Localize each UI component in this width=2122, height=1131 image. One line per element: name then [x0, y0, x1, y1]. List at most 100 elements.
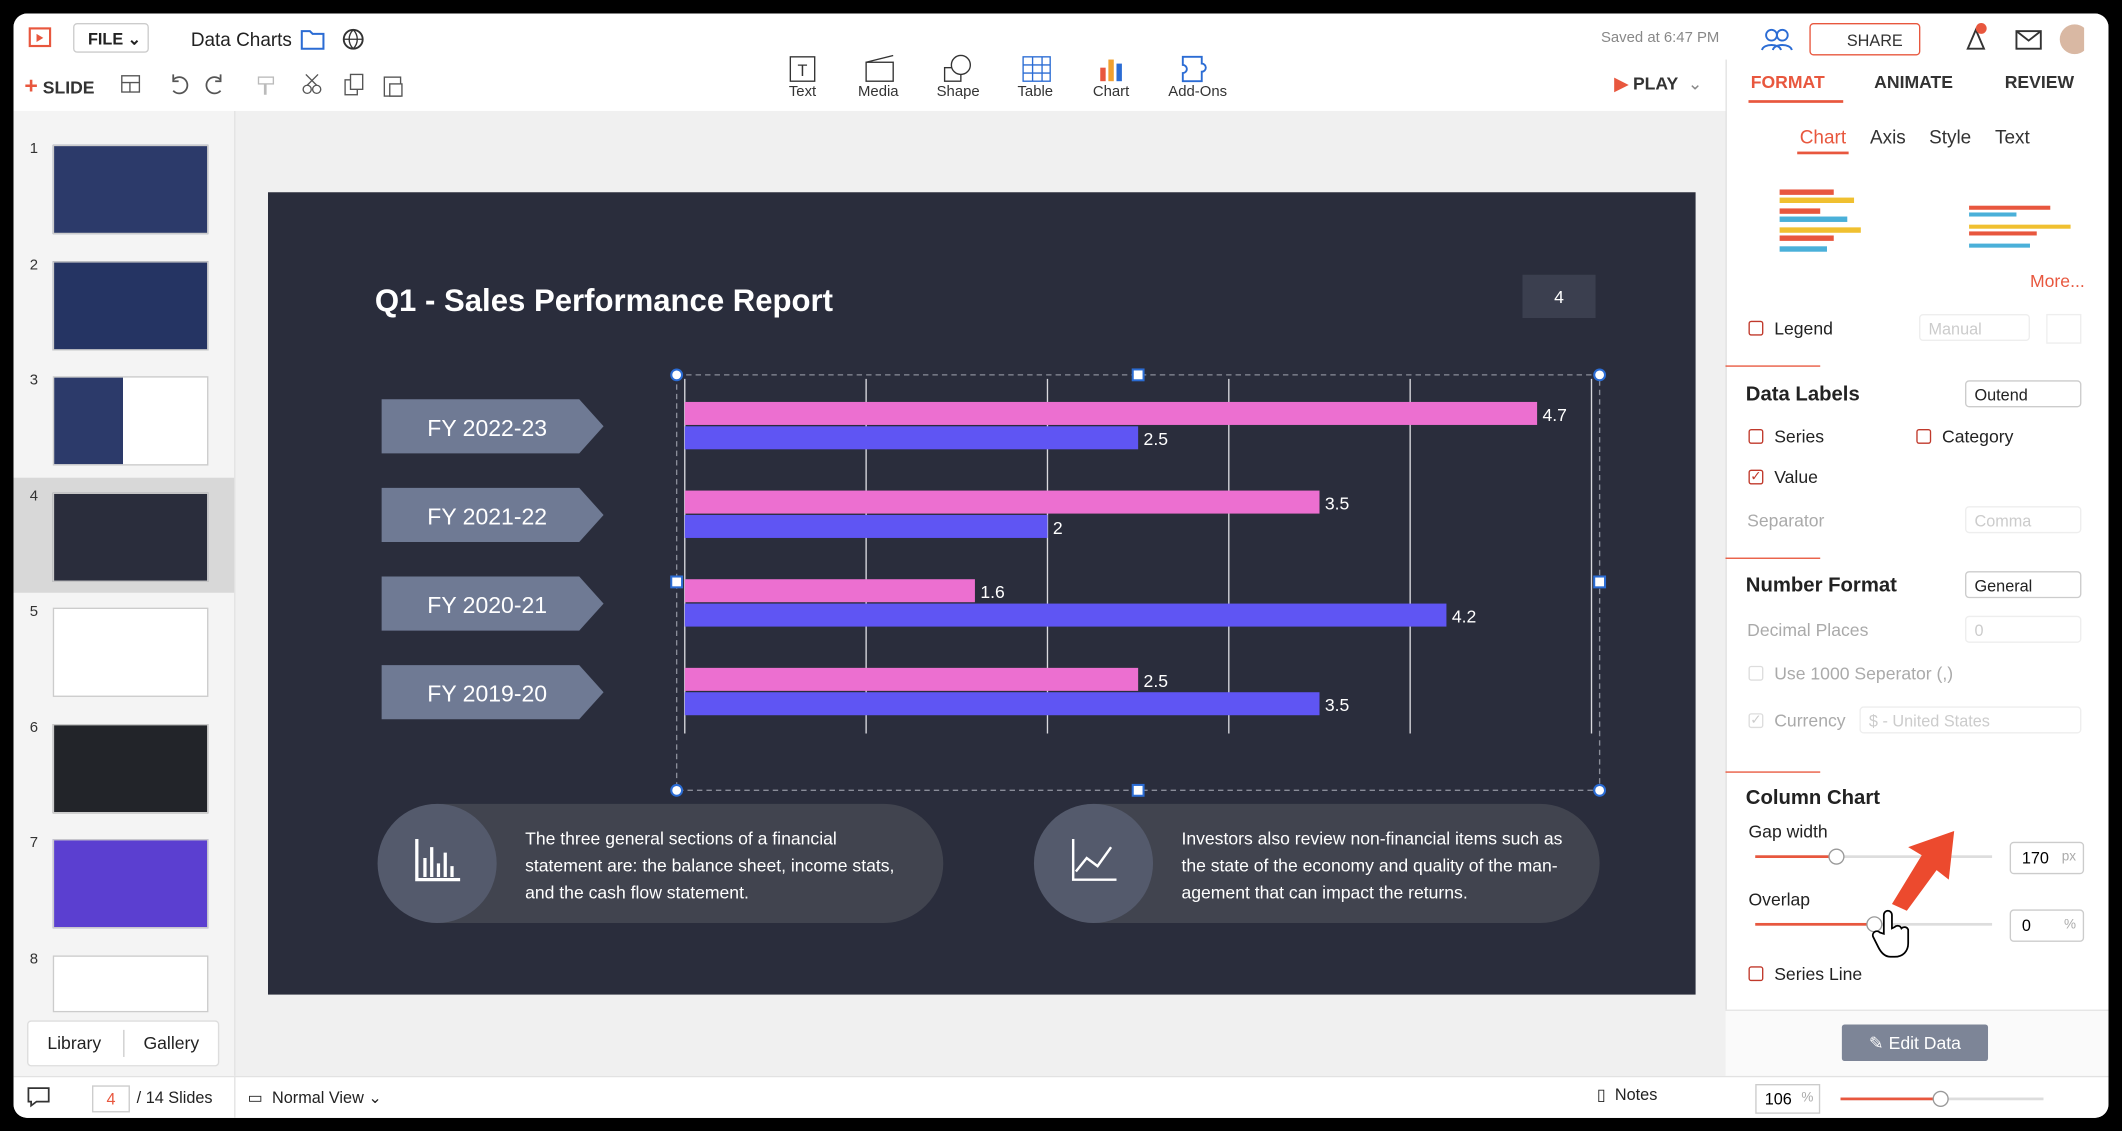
- separator-select: Comma: [1965, 506, 2082, 534]
- chat-icon[interactable]: [26, 1084, 53, 1108]
- edit-data-label: Edit Data: [1888, 1032, 1961, 1053]
- decimal-select: 0: [1965, 615, 2082, 643]
- share-button[interactable]: SHARE: [1809, 23, 1921, 56]
- line-chart-icon: [1071, 839, 1117, 881]
- view-select[interactable]: ▭ Normal View ⌄: [247, 1088, 382, 1108]
- slide-thumbnail[interactable]: [52, 260, 209, 350]
- app-logo: [28, 27, 52, 48]
- slide-number: 5: [29, 603, 39, 620]
- edit-data-button[interactable]: ✎ Edit Data: [1841, 1024, 1989, 1062]
- bar: [684, 603, 1447, 627]
- more-link[interactable]: More...: [2029, 270, 2085, 291]
- panel-tab[interactable]: FORMAT: [1750, 71, 1825, 93]
- play-button[interactable]: ▶ PLAY ⌄: [1615, 73, 1703, 95]
- decoration: [1779, 246, 1827, 252]
- decoration: [123, 1029, 125, 1057]
- decoration: [1969, 243, 2030, 248]
- page-number-box: [1522, 274, 1596, 319]
- slide-thumbnail[interactable]: [52, 144, 209, 235]
- decoration: [950, 54, 972, 76]
- resize-handle: [670, 368, 684, 382]
- decoration: [1932, 1090, 1949, 1108]
- label-position-select[interactable]: Outend: [1965, 380, 2082, 408]
- slide-number: 3: [29, 372, 39, 389]
- current-slide-input[interactable]: 4: [92, 1085, 130, 1113]
- legend-checkbox[interactable]: [1748, 320, 1764, 336]
- decoration: [1871, 909, 1910, 958]
- insert-tool-label[interactable]: Add-Ons: [1168, 83, 1228, 101]
- slide-thumbnail[interactable]: [52, 723, 209, 813]
- decoration: [2015, 30, 2042, 50]
- format-sub-tab[interactable]: Axis: [1869, 125, 1906, 148]
- format-sub-tab[interactable]: Chart: [1799, 125, 1847, 148]
- overlap-input[interactable]: 0%: [2009, 909, 2085, 942]
- insert-tool-label[interactable]: Shape: [936, 83, 980, 101]
- divider: [234, 1075, 236, 1118]
- slide-thumbnail[interactable]: [52, 607, 209, 697]
- decoration: [349, 73, 364, 90]
- bar: [684, 579, 975, 603]
- category-checkbox[interactable]: [1916, 429, 1932, 444]
- decoration: [1779, 227, 1861, 233]
- gallery-tab[interactable]: Gallery: [143, 1032, 200, 1053]
- panel-tab[interactable]: REVIEW: [2004, 71, 2075, 93]
- slides-panel: [13, 110, 236, 1076]
- decoration: [1779, 189, 1834, 195]
- insert-tool-label[interactable]: Text: [788, 83, 817, 101]
- status-bar: [13, 1075, 2109, 1118]
- title-icons: [300, 28, 364, 50]
- slide-number: 8: [29, 950, 39, 967]
- insert-tool-label[interactable]: Chart: [1092, 83, 1130, 101]
- insert-tool-label[interactable]: Media: [858, 83, 899, 101]
- category-tag: [381, 576, 604, 631]
- add-slide-button[interactable]: + SLIDE: [24, 73, 94, 100]
- value-checkbox-checked[interactable]: ✓: [1748, 469, 1764, 485]
- decoration: [1969, 205, 2051, 210]
- data-label: 2.5: [1144, 429, 1169, 449]
- zoom-input[interactable]: 106%: [1755, 1084, 1821, 1114]
- series-checkbox[interactable]: [1748, 429, 1764, 444]
- page-number: 4: [1554, 287, 1564, 307]
- document-title[interactable]: Data Charts: [190, 28, 292, 51]
- slide-thumbnail[interactable]: [52, 376, 209, 466]
- zoom-slider[interactable]: [1840, 1090, 2044, 1108]
- overlap-unit: %: [2063, 917, 2076, 933]
- library-tab[interactable]: Library: [47, 1032, 102, 1053]
- gap-width-input[interactable]: 170 px: [2009, 841, 2085, 875]
- slide-thumbnail[interactable]: [52, 491, 209, 582]
- bar-chart-icon: [415, 839, 461, 882]
- series-line-checkbox[interactable]: [1748, 966, 1764, 982]
- decoration: [1969, 231, 2037, 236]
- app-window: FILE ⌄ Data Charts Saved at 6:47 PM SHAR…: [13, 13, 2109, 1118]
- gap-width-label: Gap width: [1748, 821, 1828, 842]
- file-menu[interactable]: FILE ⌄: [73, 23, 149, 53]
- decoration: [1755, 855, 1837, 859]
- gap-slider-track: [1755, 848, 1993, 865]
- panel-tab[interactable]: ANIMATE: [1874, 71, 1954, 93]
- notes-button[interactable]: ▯ Notes: [1596, 1085, 1658, 1105]
- slide-thumbnail[interactable]: [52, 839, 209, 929]
- thousand-separator-label: Use 1000 Seperator (,): [1774, 663, 1954, 684]
- format-sub-tab[interactable]: Style: [1929, 125, 1972, 148]
- decoration: [1100, 67, 1106, 82]
- data-label: 2: [1053, 518, 1063, 538]
- data-label: 2.5: [1144, 671, 1169, 691]
- insert-tool-label[interactable]: Table: [1017, 83, 1054, 101]
- chart-style-previews[interactable]: [1746, 176, 2084, 271]
- decoration: [1181, 55, 1207, 83]
- slide-thumbnail[interactable]: [52, 954, 209, 1012]
- decoration: [1779, 197, 1855, 203]
- decoration: ▶: [1614, 73, 1629, 94]
- category-label: FY 2020-21: [427, 592, 547, 618]
- data-labels-heading: Data Labels: [1745, 382, 1860, 406]
- decoration: [1765, 28, 1778, 42]
- zoom-unit: %: [1801, 1090, 1814, 1106]
- decoration: [302, 84, 312, 95]
- library-gallery-switch: Library Gallery: [27, 1020, 220, 1067]
- number-format-select[interactable]: General: [1965, 571, 2082, 599]
- collaborators-icon[interactable]: [1759, 26, 1794, 53]
- category-label: FY 2019-20: [427, 681, 547, 707]
- data-label: 1.6: [980, 582, 1004, 602]
- format-sub-tab[interactable]: Text: [1995, 125, 2030, 148]
